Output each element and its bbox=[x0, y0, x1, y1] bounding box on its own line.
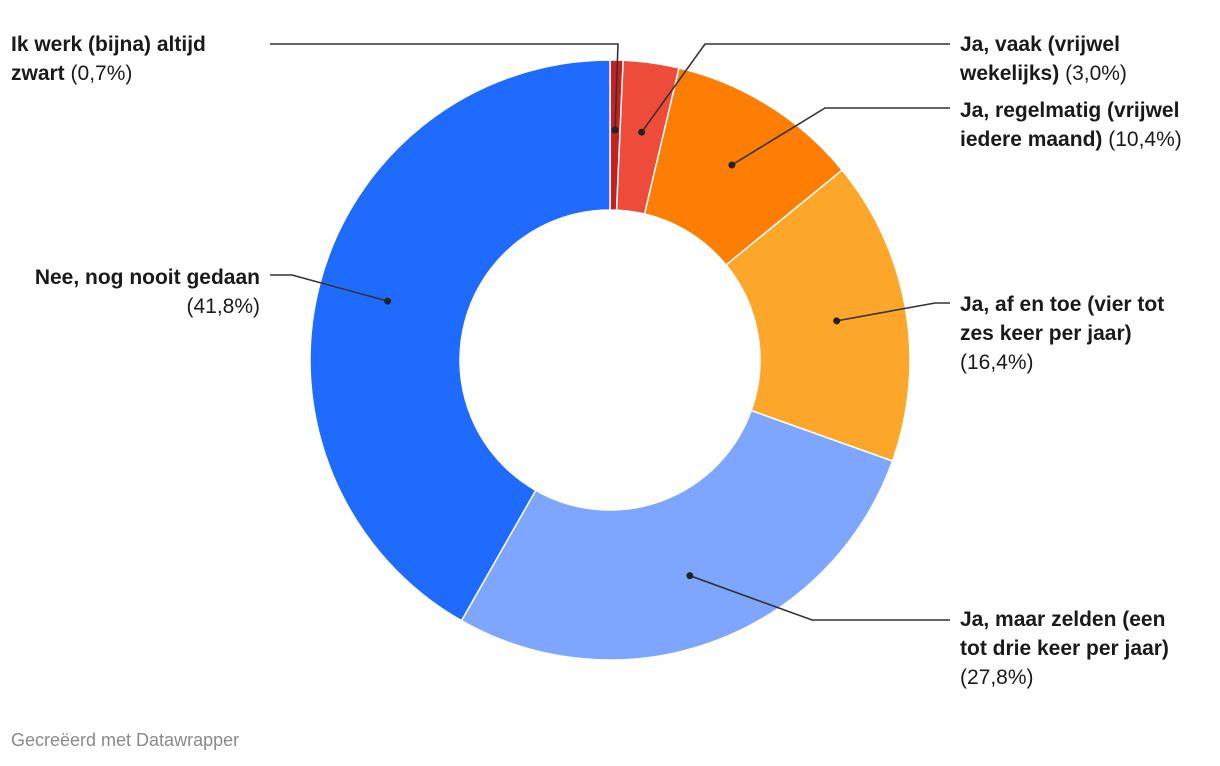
label-zelden-pct: (27,8%) bbox=[960, 666, 1034, 689]
label-zwart-pct: (0,7%) bbox=[70, 62, 133, 85]
label-vaak-line2: wekelijks) bbox=[960, 62, 1060, 85]
label-zelden: Ja, maar zelden (een tot drie keer per j… bbox=[960, 605, 1169, 692]
label-nooit-pct: (41,8%) bbox=[186, 295, 260, 318]
leader-line-vaak bbox=[641, 43, 950, 133]
leader-line-zwart bbox=[270, 43, 619, 131]
label-af-en-toe-pct: (16,4%) bbox=[960, 351, 1034, 374]
leader-dot-nooit bbox=[384, 297, 392, 305]
leader-dot-regelmatig bbox=[728, 161, 736, 169]
label-af-en-toe: Ja, af en toe (vier tot zes keer per jaa… bbox=[960, 290, 1164, 377]
donut-slices bbox=[309, 59, 911, 661]
leader-dot-zelden bbox=[686, 572, 694, 580]
label-regelmatig: Ja, regelmatig (vrijwel iedere maand) (1… bbox=[960, 96, 1182, 154]
label-zelden-line1: Ja, maar zelden (een bbox=[960, 608, 1166, 631]
label-regelmatig-line2: iedere maand) bbox=[960, 128, 1103, 151]
label-af-en-toe-line2: zes keer per jaar) bbox=[960, 322, 1132, 345]
label-vaak: Ja, vaak (vrijwel wekelijks) (3,0%) bbox=[960, 30, 1127, 88]
label-nooit-line1: Nee, nog nooit gedaan bbox=[34, 266, 260, 289]
label-zelden-line2: tot drie keer per jaar) bbox=[960, 637, 1169, 660]
label-nooit: Nee, nog nooit gedaan (41,8%) bbox=[10, 263, 260, 321]
label-zwart: Ik werk (bijna) altijd zwart (0,7%) bbox=[11, 30, 206, 88]
leader-dot-af-en-toe bbox=[833, 317, 841, 325]
slice-af-en-toe bbox=[725, 168, 911, 463]
label-vaak-pct: (3,0%) bbox=[1065, 62, 1127, 85]
leader-lines bbox=[270, 43, 950, 621]
leader-dot-zwart bbox=[611, 126, 619, 134]
label-zwart-line2: zwart bbox=[11, 62, 65, 85]
label-zwart-line1: Ik werk (bijna) altijd bbox=[11, 33, 206, 56]
leader-line-af-en-toe bbox=[836, 302, 950, 322]
label-regelmatig-pct: (10,4%) bbox=[1108, 128, 1182, 151]
leader-line-regelmatig bbox=[731, 107, 950, 166]
leader-line-nooit bbox=[270, 274, 388, 302]
label-regelmatig-line1: Ja, regelmatig (vrijwel bbox=[960, 99, 1180, 122]
leader-dot-vaak bbox=[638, 128, 646, 136]
label-af-en-toe-line1: Ja, af en toe (vier tot bbox=[960, 293, 1165, 316]
leader-line-zelden bbox=[689, 574, 950, 621]
label-vaak-line1: Ja, vaak (vrijwel bbox=[960, 33, 1120, 56]
slice-nooit bbox=[309, 59, 611, 622]
slice-zelden bbox=[460, 409, 894, 661]
credit-text: Gecreëerd met Datawrapper bbox=[11, 730, 240, 750]
